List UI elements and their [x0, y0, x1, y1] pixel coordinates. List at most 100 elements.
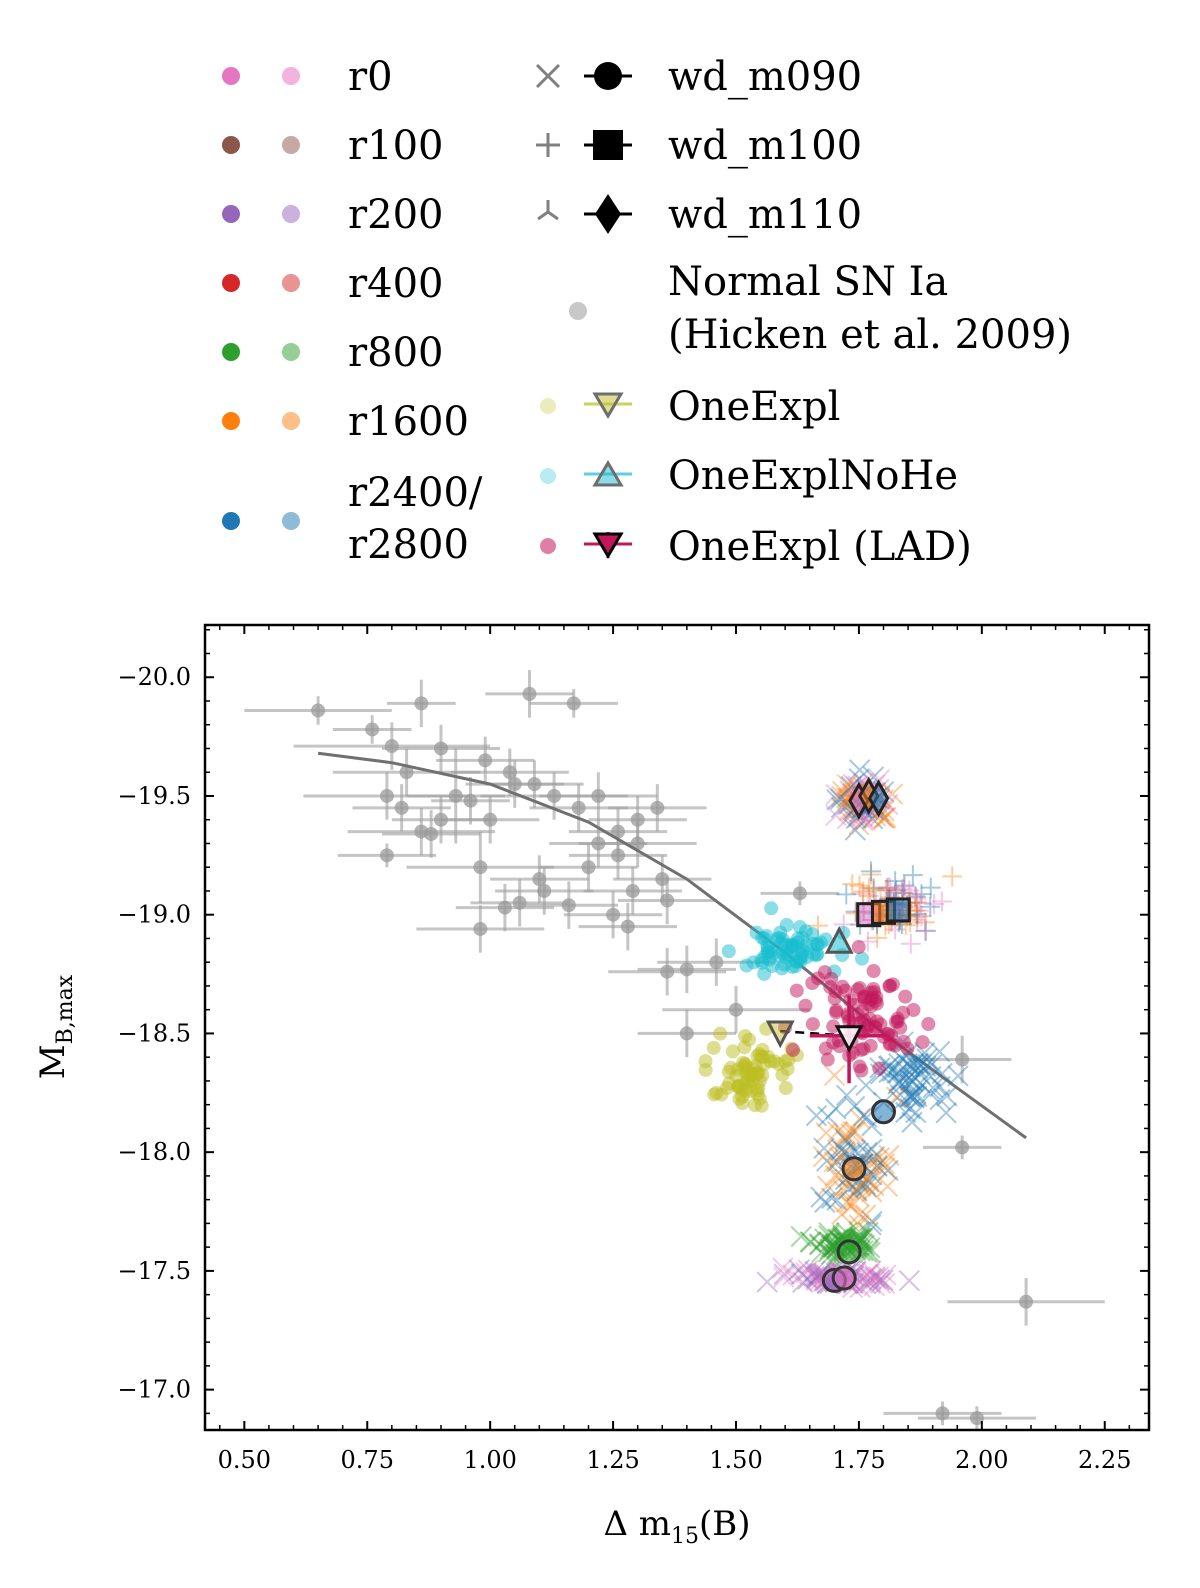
legend-entry-wd-m090: wd_m090	[535, 54, 862, 100]
model-dot	[754, 953, 769, 968]
model-x	[877, 1159, 899, 1182]
model-x	[856, 1263, 878, 1286]
observed-point-2	[386, 679, 456, 728]
legend-entry-r0: r0	[222, 54, 393, 100]
model-x	[898, 1067, 920, 1089]
mean-marker-circle-8	[836, 1239, 862, 1265]
model-x	[903, 1066, 926, 1089]
model-x	[814, 1228, 836, 1250]
x-axis-label-tail: (B)	[699, 1504, 751, 1544]
model-x	[809, 1233, 831, 1255]
model-dot	[738, 1029, 753, 1044]
y-axis-label-main: M	[33, 1044, 73, 1079]
observed-point-31	[406, 831, 555, 903]
model-x	[873, 1272, 896, 1295]
model-plus	[920, 896, 941, 917]
observed-dot	[414, 696, 429, 711]
triangle-down-filled-marker-icon	[592, 532, 624, 559]
observed-point-3	[485, 670, 574, 718]
model-dot	[873, 1017, 888, 1032]
model-x	[896, 1052, 918, 1075]
legend-label-r1600: r1600	[348, 399, 469, 445]
model-x	[816, 1150, 838, 1172]
model-dot	[826, 1019, 841, 1034]
model-x	[858, 1237, 881, 1259]
phillips-fit-curve	[317, 751, 1027, 1140]
legend-dot-light-r800	[282, 343, 300, 361]
model-x	[830, 796, 853, 819]
observed-point-41	[563, 890, 663, 939]
model-plus	[867, 927, 888, 948]
model-dot	[900, 1041, 915, 1056]
model-plus	[905, 886, 926, 907]
model-x	[817, 1105, 839, 1128]
oneexpl-dot-icon	[540, 398, 556, 414]
circle-marker-icon	[594, 62, 622, 90]
observed-point-48	[760, 881, 840, 906]
model-x	[869, 805, 892, 827]
x-tick-label: 0.50	[218, 1446, 271, 1474]
observed-dot	[581, 860, 596, 875]
model-x	[846, 1180, 868, 1202]
legend-dot-r200	[222, 205, 240, 223]
model-x	[931, 1062, 953, 1085]
model-x	[899, 1074, 921, 1096]
model-x	[855, 1204, 877, 1226]
observed-dot	[630, 812, 645, 827]
ticks-layer: 0.50 0.75 1.00 1.25 1.50 1.75 2.00 2.25 −20.0 −19…	[117, 625, 1149, 1474]
model-x	[866, 1154, 888, 1177]
model-dot	[739, 958, 754, 973]
model-x	[894, 1101, 917, 1124]
model-x	[865, 1267, 887, 1290]
observed-point-1	[332, 715, 412, 744]
observed-dot	[679, 962, 694, 977]
model-dot	[817, 965, 832, 980]
legend-label-oneexpl: OneExpl	[668, 384, 840, 430]
model-dot	[850, 1007, 865, 1022]
x-axis-label-main: Δ m	[603, 1504, 671, 1544]
model-x	[859, 1241, 881, 1264]
model-x	[773, 1263, 795, 1285]
model-dot	[898, 989, 913, 1004]
model-x	[898, 1086, 921, 1108]
model-x	[888, 1061, 911, 1083]
observed-dot	[379, 788, 394, 803]
y-tick-label: −18.0	[117, 1138, 191, 1166]
model-x	[866, 1155, 888, 1178]
model-x	[863, 1174, 885, 1197]
model-x	[790, 1263, 813, 1285]
observed-point-36	[416, 905, 545, 953]
model-x	[805, 1267, 827, 1290]
mean-marker-circle-6	[871, 1099, 896, 1125]
observed-dot	[955, 1140, 970, 1155]
model-x	[947, 1065, 969, 1087]
model-x	[922, 1077, 944, 1099]
model-x	[857, 1221, 879, 1244]
observed-point-7	[382, 724, 500, 773]
legend-label-oneexpl-lad: OneExpl (LAD)	[668, 524, 972, 570]
model-x	[907, 1053, 930, 1075]
observed-point-0	[244, 696, 392, 725]
model-x	[831, 785, 853, 808]
model-plus	[911, 906, 932, 927]
model-x	[928, 1040, 951, 1063]
model-x	[840, 1195, 863, 1217]
model-x	[826, 1121, 849, 1143]
model-dot	[810, 946, 825, 961]
model-x	[849, 1108, 871, 1130]
model-x	[812, 1145, 835, 1168]
y-tick-label: −17.5	[117, 1257, 191, 1285]
x-tick-label: 2.00	[955, 1446, 1008, 1474]
model-x	[878, 1144, 900, 1167]
observed-dot	[394, 800, 409, 815]
legend-entry-r400: r400	[222, 261, 443, 307]
model-dot	[792, 919, 807, 934]
model-plus	[942, 866, 963, 887]
model-x	[811, 1241, 833, 1263]
model-plus	[859, 877, 880, 898]
model-plus	[836, 884, 857, 905]
model-x	[799, 1231, 821, 1253]
model-dot	[721, 944, 736, 959]
observed-point-33	[470, 879, 569, 927]
observed-point-51	[947, 1278, 1105, 1326]
